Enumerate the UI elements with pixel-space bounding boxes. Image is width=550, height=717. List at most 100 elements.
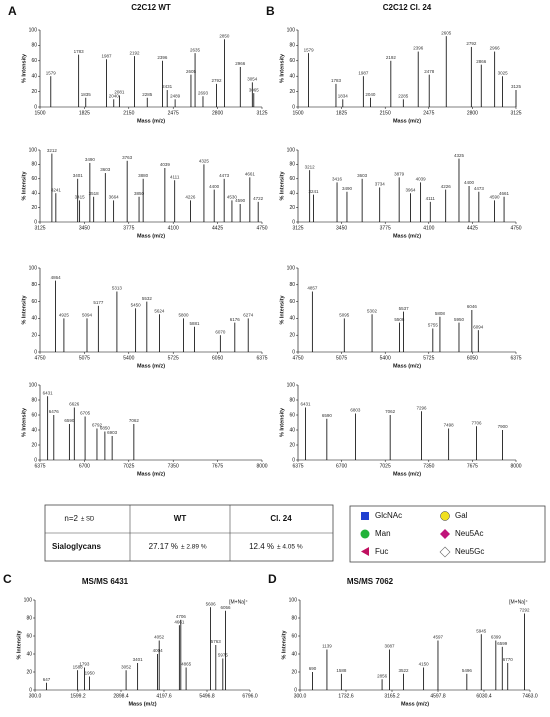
- x-tick-label: 7350: [168, 463, 179, 469]
- peak-label: 5095: [339, 313, 350, 318]
- peak-label: 1835: [81, 92, 92, 97]
- y-tick-label: 0: [34, 104, 37, 110]
- y-axis-label: % Intensity: [281, 630, 287, 660]
- peak-label: 6590: [64, 418, 75, 423]
- x-tick-label: 6375: [34, 463, 45, 469]
- x-tick-label: 5400: [380, 355, 391, 361]
- peak-label: 1783: [331, 78, 342, 83]
- peak-label: 5975: [218, 653, 229, 658]
- peak-label: 3490: [342, 186, 353, 191]
- y-tick-label: 20: [289, 442, 295, 448]
- y-axis-label: % Intensity: [21, 171, 27, 201]
- peak-label: 6476: [49, 409, 60, 414]
- peak-label: 4530: [227, 195, 238, 200]
- y-tick-label: 100: [29, 265, 38, 271]
- y-tick-label: 40: [26, 651, 32, 657]
- peak-label: 647: [43, 677, 51, 682]
- y-tick-label: 80: [26, 615, 32, 621]
- peak-label: 7706: [472, 420, 483, 425]
- y-tick-label: 100: [287, 382, 296, 388]
- annotation: [M+Na]⁺: [229, 599, 248, 605]
- x-tick-label: 5400: [123, 355, 134, 361]
- axis: [297, 385, 516, 461]
- peak-label: 3401: [73, 173, 84, 178]
- peak-label: 4325: [199, 159, 210, 164]
- y-tick-label: 0: [292, 349, 295, 355]
- legend-label: Fuc: [375, 547, 388, 556]
- y-axis-label: % Intensity: [279, 53, 285, 83]
- peak-label: 3241: [51, 187, 62, 192]
- x-tick-label: 5725: [423, 355, 434, 361]
- y-tick-label: 60: [289, 299, 295, 305]
- x-tick-label: 7025: [123, 463, 134, 469]
- peak-label: 4325: [454, 153, 465, 158]
- peak-label: 2285: [142, 92, 153, 97]
- peak-label: 1987: [358, 70, 369, 75]
- x-axis-label: Mass (m/z): [137, 363, 165, 369]
- peak-label: 3490: [85, 157, 96, 162]
- peak-label: 3401: [133, 657, 144, 662]
- peak-label: 1834: [338, 93, 349, 98]
- peak-label: 3879: [394, 172, 405, 177]
- chart-title: MS/MS 7062: [347, 577, 394, 586]
- y-tick-label: 100: [287, 265, 296, 271]
- peak-label: 5177: [93, 300, 104, 305]
- x-tick-label: 3125: [34, 225, 45, 231]
- peak-label: 6792: [92, 423, 103, 428]
- x-tick-label: 3450: [336, 225, 347, 231]
- x-tick-label: 3775: [123, 225, 134, 231]
- peak-label: 5313: [112, 286, 123, 291]
- x-tick-label: 4750: [510, 225, 521, 231]
- peak-label: 1987: [102, 53, 113, 58]
- peak-label: 1950: [85, 671, 96, 676]
- peak-label: 7062: [129, 418, 140, 423]
- peak-label: 2635: [190, 47, 201, 52]
- y-tick-label: 40: [31, 427, 37, 433]
- x-axis-label: Mass (m/z): [393, 233, 421, 239]
- y-tick-label: 20: [26, 669, 32, 675]
- table-header: n=2: [64, 514, 78, 523]
- peak-label: 5532: [142, 296, 153, 301]
- peak-label: 3964: [406, 187, 417, 192]
- peak-label: 6399: [491, 635, 502, 640]
- peak-label: 1588: [336, 668, 347, 673]
- peak-label: 6274: [243, 313, 254, 318]
- table-cell: Sialoglycans: [52, 542, 101, 551]
- x-tick-label: 3775: [380, 225, 391, 231]
- x-axis-label: Mass (m/z): [393, 363, 421, 369]
- x-axis-label: Mass (m/z): [393, 471, 421, 477]
- x-tick-label: 8000: [256, 463, 267, 469]
- peak-label: 5950: [454, 317, 465, 322]
- peak-label: 3518: [89, 191, 100, 196]
- peak-label: 4857: [307, 286, 318, 291]
- x-tick-label: 300.0: [294, 693, 307, 699]
- panel-letter: A: [8, 4, 17, 18]
- peak-label: 6590: [322, 413, 333, 418]
- peak-label: 5800: [178, 313, 189, 318]
- y-tick-label: 80: [291, 615, 297, 621]
- x-tick-label: 3450: [79, 225, 90, 231]
- y-tick-label: 20: [289, 333, 295, 339]
- x-tick-label: 6030.4: [476, 693, 492, 699]
- axis: [39, 150, 262, 223]
- peak-label: 3763: [122, 155, 133, 160]
- peak-label: 6176: [230, 317, 241, 322]
- peak-label: 2396: [413, 46, 424, 51]
- peak-label: 6705: [80, 411, 91, 416]
- y-tick-label: 0: [292, 457, 295, 463]
- peak-label: 5808: [435, 311, 446, 316]
- x-tick-label: 1732.6: [338, 693, 354, 699]
- peak-label: 4052: [154, 635, 165, 640]
- x-tick-label: 8000: [510, 463, 521, 469]
- x-tick-label: 6375: [510, 355, 521, 361]
- peak-label: 4400: [464, 180, 475, 185]
- x-tick-label: 3125: [256, 110, 267, 116]
- y-tick-label: 0: [292, 104, 295, 110]
- legend-label: Neu5Ac: [455, 529, 483, 538]
- legend-label: Neu5Gc: [455, 547, 484, 556]
- panel-letter: D: [268, 572, 277, 586]
- x-tick-label: 4750: [34, 355, 45, 361]
- x-tick-label: 6375: [256, 355, 267, 361]
- peak-label: 4722: [253, 196, 264, 201]
- table-cell: ± 4.05 %: [277, 544, 303, 551]
